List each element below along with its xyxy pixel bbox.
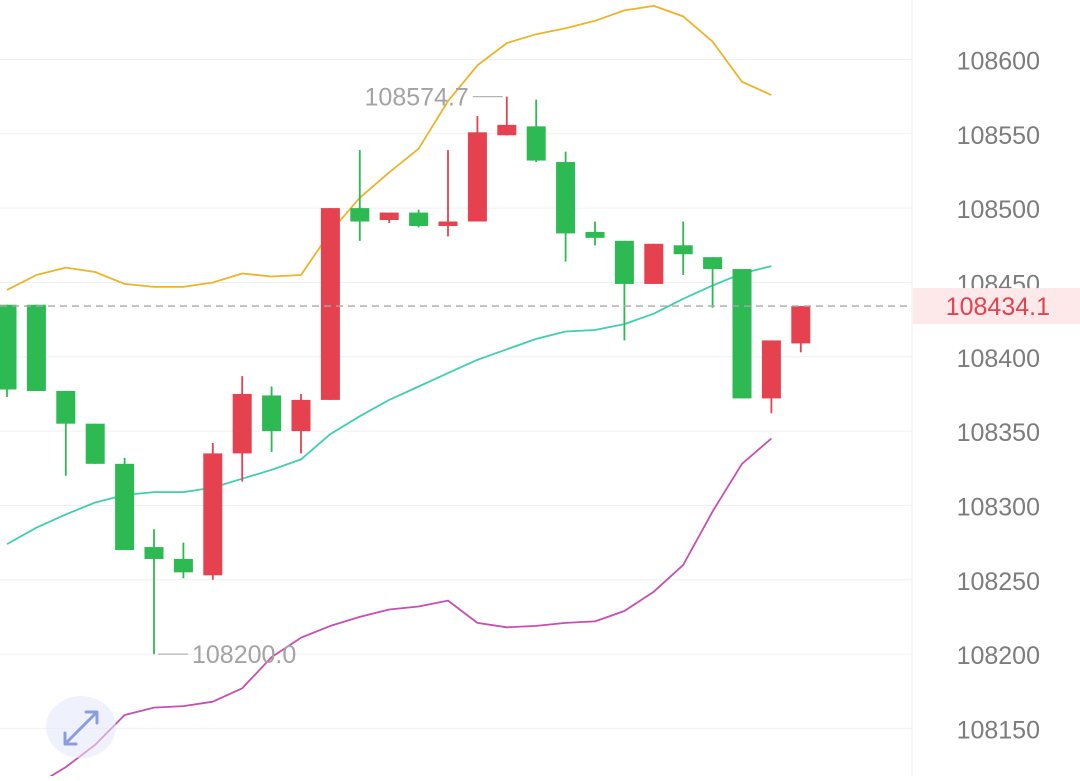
bollinger-bands xyxy=(7,6,771,776)
current-price-marker: 108434.1 xyxy=(0,288,1080,324)
candle-body xyxy=(703,257,722,269)
candle-body xyxy=(145,547,164,559)
candle-body xyxy=(292,400,311,431)
candle-body xyxy=(350,208,369,221)
candle-body xyxy=(527,126,546,160)
candle-body xyxy=(644,244,663,284)
max-price-label: 108574.7 xyxy=(365,84,469,112)
expand-icon xyxy=(46,696,116,758)
candle-body xyxy=(733,269,752,398)
candle-body xyxy=(203,453,222,575)
candle-body xyxy=(115,464,134,550)
candle-body xyxy=(27,305,46,391)
price-axis-ticks: 1081501082001082501083001083501084001084… xyxy=(957,47,1040,744)
candle-body xyxy=(86,424,105,464)
price-tick-label: 108550 xyxy=(957,122,1040,150)
candle-body xyxy=(321,208,340,400)
candle-body xyxy=(174,559,193,572)
candle-body xyxy=(556,162,575,233)
price-tick-label: 108350 xyxy=(957,419,1040,447)
candle-body xyxy=(262,395,281,431)
candle-body xyxy=(468,132,487,221)
candle-body xyxy=(674,245,693,254)
price-tick-label: 108150 xyxy=(957,716,1040,744)
price-tick-label: 108300 xyxy=(957,493,1040,521)
current-price-label: 108434.1 xyxy=(946,293,1050,321)
candle-body xyxy=(0,305,17,390)
price-tick-label: 108250 xyxy=(957,568,1040,596)
expand-button[interactable] xyxy=(46,696,116,758)
candle-body xyxy=(439,222,458,226)
candle-body xyxy=(586,232,605,238)
candle-body xyxy=(233,394,252,453)
candle-body xyxy=(409,213,428,226)
price-tick-label: 108400 xyxy=(957,345,1040,373)
candle-body xyxy=(762,340,781,398)
min-price-label: 108200.0 xyxy=(192,641,296,669)
candle-body xyxy=(56,391,75,424)
price-tick-label: 108600 xyxy=(957,47,1040,75)
candle-body xyxy=(791,306,810,343)
candle-body xyxy=(615,241,634,284)
price-tick-label: 108200 xyxy=(957,642,1040,670)
candle-body xyxy=(380,213,399,220)
price-tick-label: 108500 xyxy=(957,196,1040,224)
candle-body xyxy=(497,125,516,135)
candles xyxy=(0,97,810,654)
